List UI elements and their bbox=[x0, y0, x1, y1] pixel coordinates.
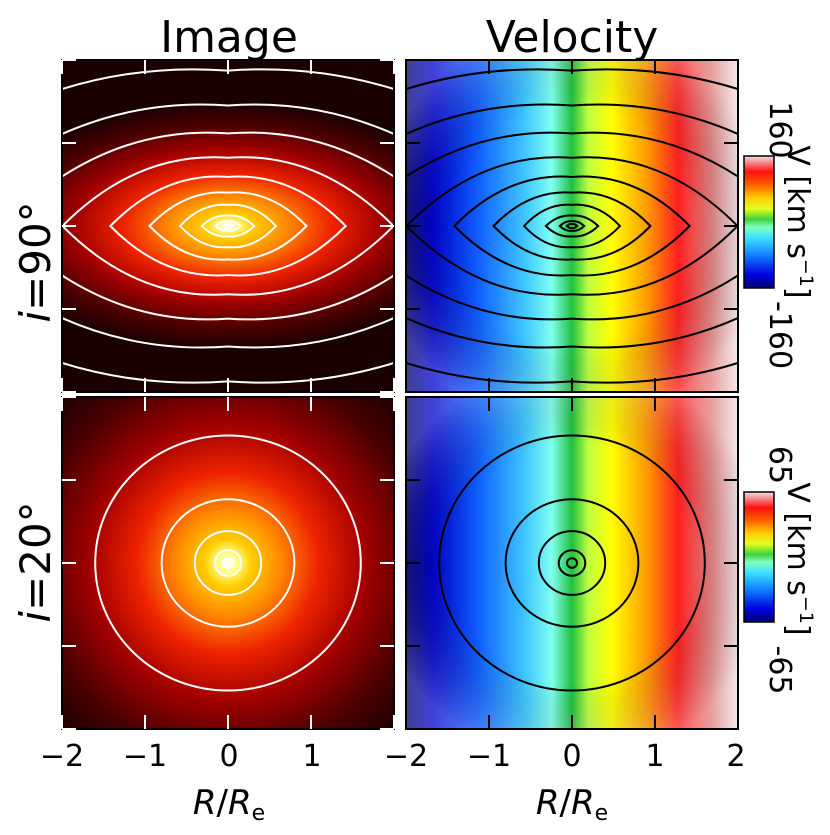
colorbar-title-i20: V [km s−1] bbox=[780, 482, 817, 635]
x-tick-right-2: 2 bbox=[726, 739, 745, 774]
isophote-contour bbox=[62, 131, 394, 321]
isophote-contour bbox=[522, 203, 622, 249]
isophote-contour bbox=[62, 68, 394, 384]
x-tick-right-0: 0 bbox=[562, 739, 581, 774]
x-tick-left-m1: −1 bbox=[123, 739, 167, 774]
x-axis-label-right: R/Re bbox=[536, 783, 608, 826]
velocity-panel-i90 bbox=[406, 60, 738, 392]
isophote-contour bbox=[178, 203, 278, 249]
isophote-contour bbox=[557, 549, 587, 577]
image-map-i20 bbox=[62, 397, 394, 729]
colorbar-gradient-i90 bbox=[743, 155, 775, 289]
isophote-contour bbox=[452, 175, 692, 277]
isophote-contour bbox=[438, 434, 706, 692]
isophote-contour bbox=[406, 68, 738, 384]
isophote-contour bbox=[222, 557, 234, 569]
velocity-map-shade-i20 bbox=[406, 397, 738, 729]
colorbar-gradient-i20 bbox=[743, 491, 775, 623]
isophote-contour bbox=[565, 222, 579, 230]
x-tick-left-0: 0 bbox=[219, 739, 238, 774]
x-tick-right-m1: −1 bbox=[467, 739, 511, 774]
isophote-contour bbox=[504, 498, 640, 628]
velocity-panel-i20 bbox=[406, 397, 738, 729]
isophote-contour bbox=[108, 175, 348, 277]
colorbar-max-i20: 65 bbox=[762, 446, 797, 484]
isophote-contour bbox=[213, 549, 243, 577]
isophote-contour bbox=[537, 530, 607, 596]
isophote-contour bbox=[544, 214, 600, 238]
image-panel-i90 bbox=[62, 60, 394, 392]
colorbar-min-i90: -160 bbox=[762, 301, 797, 369]
row-label-bottom: i=20° bbox=[11, 501, 60, 622]
colorbar-title-i90: V [km s−1] bbox=[780, 145, 817, 298]
image-column-title: Image bbox=[160, 12, 298, 63]
isophote-contour bbox=[160, 498, 296, 628]
x-tick-labels: −2 −1 0 1 −2 −1 0 1 2 bbox=[40, 739, 746, 774]
colorbar-min-i20: -65 bbox=[762, 646, 797, 695]
colorbar-i20: 65 -65 V [km s−1] bbox=[743, 446, 817, 695]
x-axis-label-left: R/Re bbox=[193, 783, 265, 826]
x-tick-left-m2: −2 bbox=[40, 739, 84, 774]
row-label-top: i=90° bbox=[11, 201, 60, 322]
isophote-contour bbox=[406, 131, 738, 321]
x-tick-right-1: 1 bbox=[645, 739, 664, 774]
isophote-contour bbox=[200, 214, 256, 238]
velocity-contours-i90 bbox=[406, 68, 738, 384]
velocity-column-title: Velocity bbox=[486, 12, 659, 63]
isophote-contour bbox=[221, 222, 235, 230]
isophote-contour bbox=[406, 103, 738, 349]
isophote-contour bbox=[492, 191, 652, 261]
isophote-contour bbox=[214, 220, 242, 232]
isophote-contour bbox=[558, 220, 586, 232]
isophote-contour bbox=[566, 557, 578, 569]
isophote-contours-i20 bbox=[94, 434, 362, 692]
isophote-contour bbox=[62, 103, 394, 349]
colorbar-max-i90: 160 bbox=[762, 101, 797, 158]
isophote-contour bbox=[94, 434, 362, 692]
isophote-contour bbox=[193, 530, 263, 596]
velocity-contours-i20 bbox=[438, 434, 706, 692]
x-tick-right-m2: −2 bbox=[384, 739, 428, 774]
isophote-contour bbox=[148, 191, 308, 261]
panel-ticks bbox=[61, 59, 739, 730]
image-panel-i20 bbox=[62, 397, 394, 729]
velocity-map-shade-i90 bbox=[406, 60, 738, 392]
image-map-i90 bbox=[62, 60, 394, 392]
isophote-contours-i90 bbox=[62, 68, 394, 384]
colorbar-i90: 160 -160 V [km s−1] bbox=[743, 101, 817, 369]
x-tick-left-1: 1 bbox=[302, 739, 321, 774]
